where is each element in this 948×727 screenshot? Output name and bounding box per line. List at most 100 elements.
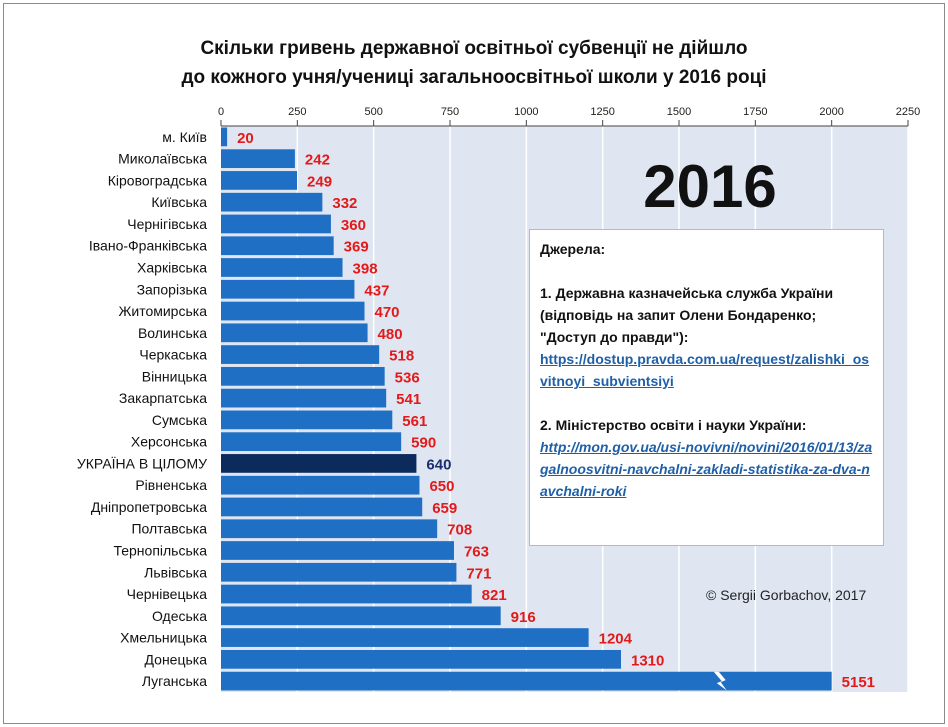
value-label: 708: [447, 522, 472, 539]
bar: [221, 258, 343, 277]
x-tick-label: 2000: [819, 106, 843, 118]
bar: [221, 432, 402, 452]
bar: [221, 279, 355, 299]
bar: [221, 366, 385, 386]
x-tick-label: 1250: [590, 106, 614, 118]
x-tick-label: 1750: [743, 106, 767, 118]
value-label: 659: [432, 500, 457, 517]
bar: [221, 192, 323, 212]
bar: [221, 519, 438, 539]
year-label: 2016: [643, 153, 777, 220]
category-label: Івано-Франківська: [89, 238, 207, 254]
bar: [221, 236, 334, 256]
value-label: 369: [344, 239, 369, 256]
source-2-link[interactable]: http://mon.gov.ua/usi-novivni/novini/201…: [540, 439, 873, 499]
bar: [221, 671, 832, 691]
value-label: 640: [426, 456, 451, 473]
value-label: 360: [341, 217, 366, 234]
bar: [221, 606, 501, 626]
x-tick-label: 250: [288, 106, 306, 118]
category-label: Одеська: [152, 608, 207, 624]
copyright-label: © Sergii Gorbachov, 2017: [706, 587, 867, 603]
sources-heading: Джерела:: [540, 241, 606, 257]
x-tick-label: 0: [218, 106, 224, 118]
category-label: Житомирська: [118, 303, 207, 319]
chart-title-line-1: Скільки гривень державної освітньої субв…: [200, 38, 748, 59]
bar: [221, 475, 420, 495]
category-label: Львівська: [144, 564, 207, 580]
category-label: Дніпропетровська: [91, 499, 207, 515]
value-label: 650: [429, 478, 454, 495]
bar: [221, 584, 472, 604]
bar: [221, 214, 331, 234]
bar: [221, 323, 368, 343]
bar: [221, 388, 387, 408]
category-label: Волинська: [138, 325, 207, 341]
category-label: Полтавська: [131, 521, 207, 537]
category-label: Вінницька: [142, 368, 207, 384]
sources-box: Джерела: 1. Державна казначейська служба…: [529, 229, 884, 546]
category-label: Миколаївська: [118, 151, 207, 167]
value-label: 5151: [842, 674, 875, 691]
bar: [221, 345, 380, 364]
category-label: м. Київ: [162, 129, 207, 145]
category-label: Хмельницька: [120, 630, 207, 646]
value-label: 518: [389, 348, 414, 365]
source-2-text: 2. Міністерство освіти і науки України:: [540, 417, 807, 433]
bar: [221, 454, 417, 473]
value-label: 763: [464, 544, 489, 561]
bar: [221, 301, 365, 321]
value-label: 916: [511, 609, 536, 626]
source-1-text: 1. Державна казначейська служба України …: [540, 285, 834, 345]
value-label: 536: [395, 369, 420, 386]
value-label: 1204: [599, 631, 633, 648]
category-label: Запорізька: [137, 281, 208, 297]
x-tick-label: 1000: [514, 106, 538, 118]
bar: [221, 127, 228, 147]
chart-frame: [3, 3, 945, 724]
source-1-link[interactable]: https://dostup.pravda.com.ua/request/zal…: [540, 351, 870, 389]
category-label: Луганська: [142, 673, 207, 689]
value-label: 242: [305, 152, 330, 169]
value-label: 398: [353, 261, 378, 278]
chart-title-line-2: до кожного учня/учениці загальноосвітньо…: [181, 67, 767, 88]
value-label: 561: [402, 413, 427, 430]
x-tick-label: 750: [441, 106, 459, 118]
bar: [221, 149, 295, 169]
value-label: 470: [375, 304, 400, 321]
bar: [221, 628, 589, 647]
x-tick-label: 2250: [896, 106, 920, 118]
category-label: Кіровоградська: [108, 172, 207, 188]
bar: [221, 562, 457, 582]
category-label: Закарпатська: [119, 390, 207, 406]
bar: [221, 497, 423, 517]
value-label: 1310: [631, 652, 664, 669]
category-label: Сумська: [152, 412, 207, 428]
category-label: Черкаська: [139, 347, 207, 363]
chart-title: Скільки гривень державної освітньої субв…: [0, 34, 948, 92]
category-label: Київська: [151, 194, 207, 210]
value-label: 541: [396, 391, 421, 408]
value-label: 590: [411, 435, 436, 452]
bar: [221, 171, 298, 190]
value-label: 437: [364, 282, 389, 299]
value-label: 332: [332, 195, 357, 212]
x-tick-label: 1500: [667, 106, 691, 118]
category-label: Херсонська: [131, 434, 207, 450]
value-label: 480: [378, 326, 403, 343]
bar: [221, 541, 454, 560]
value-label: 249: [307, 173, 332, 190]
bar: [221, 410, 393, 430]
category-label: Чернівецька: [127, 586, 208, 602]
bar: [221, 649, 621, 669]
value-label: 771: [466, 565, 491, 582]
value-label: 20: [237, 130, 254, 147]
bar-break-mark: [713, 671, 727, 691]
category-label: Рівненська: [135, 477, 207, 493]
category-label: Харківська: [137, 260, 207, 276]
category-label: Чернігівська: [127, 216, 207, 232]
category-label: Тернопільська: [113, 543, 207, 559]
category-label: УКРАЇНА В ЦІЛОМУ: [77, 455, 207, 471]
category-label: Донецька: [145, 651, 208, 667]
value-label: 821: [482, 587, 507, 604]
